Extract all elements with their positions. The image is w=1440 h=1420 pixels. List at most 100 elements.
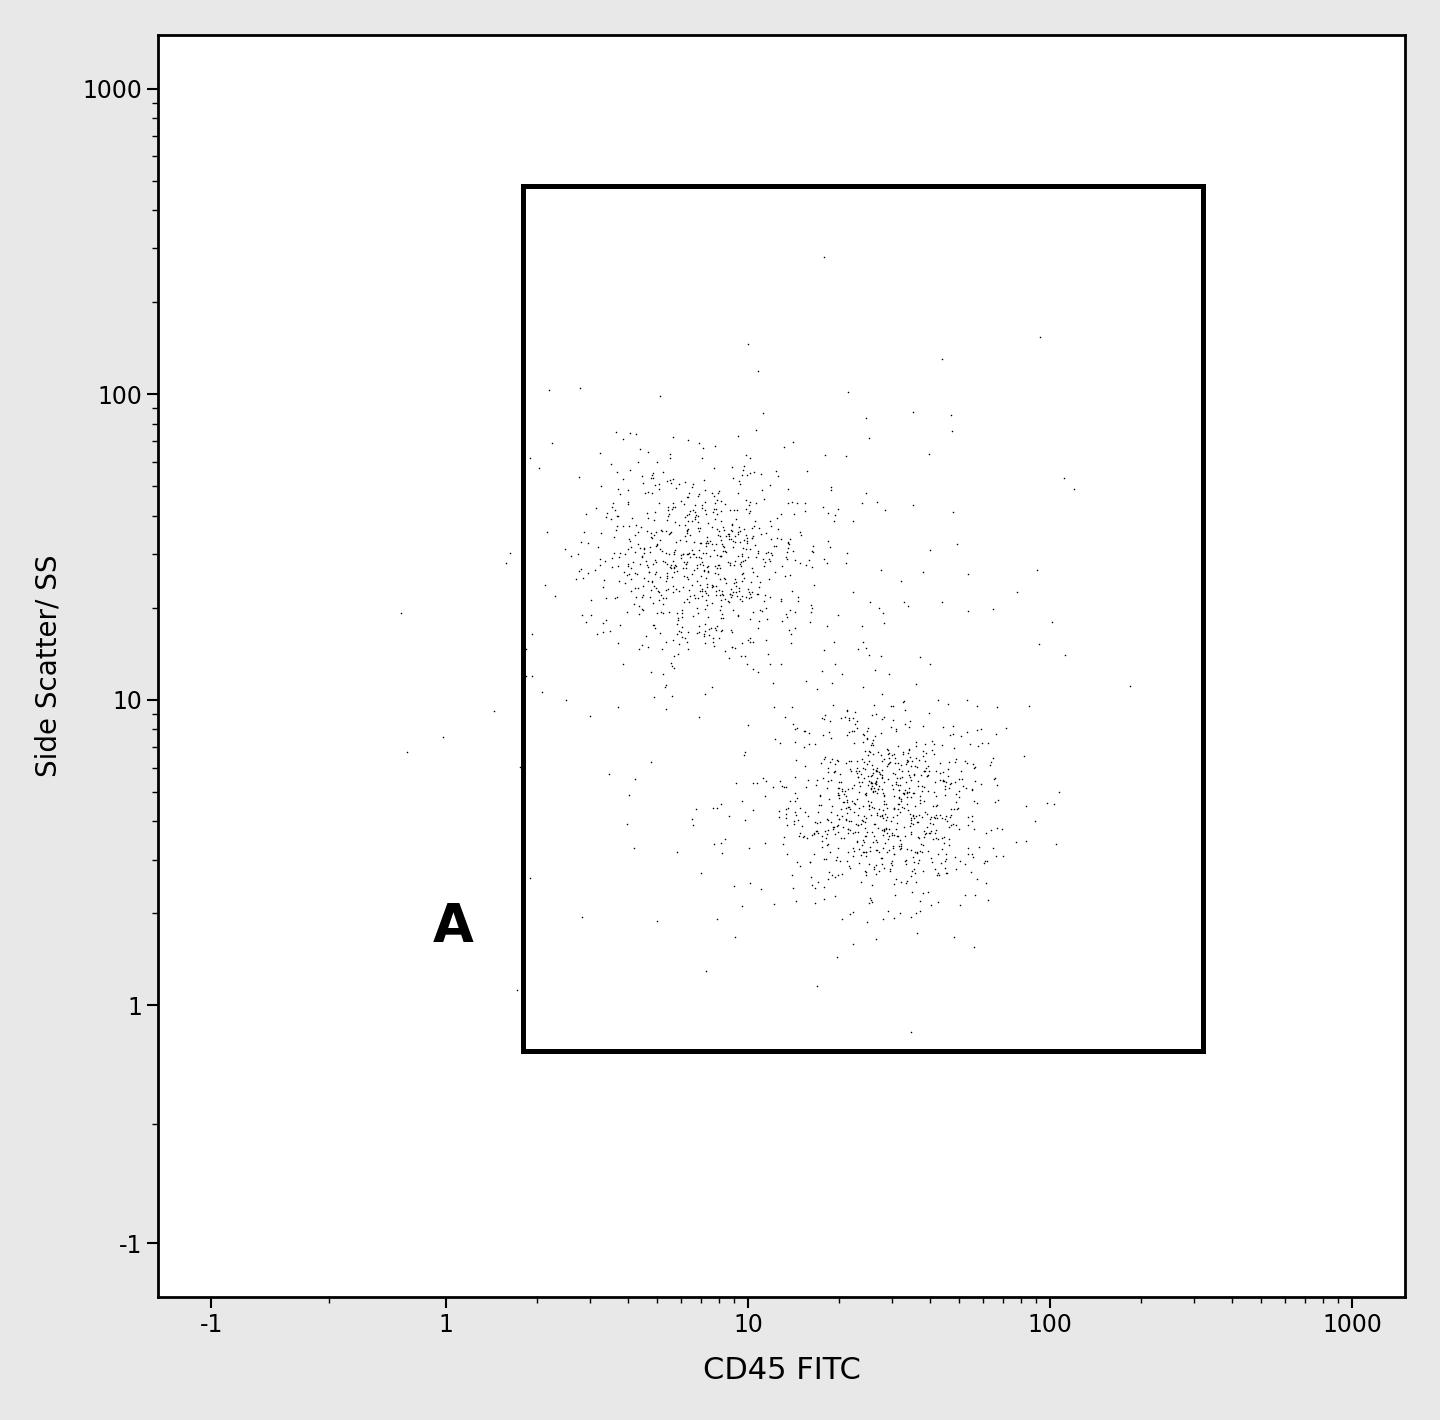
Point — [753, 551, 776, 574]
Point — [842, 720, 865, 743]
Point — [854, 825, 877, 848]
Point — [723, 554, 746, 577]
Point — [625, 514, 648, 537]
Point — [785, 750, 808, 772]
Point — [837, 855, 860, 878]
Point — [861, 728, 884, 751]
Point — [744, 491, 768, 514]
Point — [598, 763, 621, 785]
Point — [670, 606, 693, 629]
Point — [897, 764, 920, 787]
Point — [920, 851, 943, 873]
Point — [851, 795, 874, 818]
Point — [596, 501, 619, 524]
Point — [744, 534, 768, 557]
Point — [860, 771, 883, 794]
Point — [884, 818, 907, 841]
Point — [975, 821, 998, 843]
Point — [730, 645, 753, 667]
Point — [734, 548, 757, 571]
Point — [603, 586, 626, 609]
Point — [696, 525, 719, 548]
Point — [652, 460, 675, 483]
Point — [837, 381, 860, 403]
Point — [554, 538, 577, 561]
Point — [730, 790, 753, 812]
Point — [697, 561, 720, 584]
Point — [841, 838, 864, 861]
Point — [713, 639, 736, 662]
Point — [639, 578, 662, 601]
Point — [891, 740, 914, 763]
Point — [899, 716, 922, 738]
Point — [831, 662, 854, 684]
Point — [605, 518, 628, 541]
Point — [603, 498, 626, 521]
Point — [664, 496, 687, 518]
Point — [776, 814, 799, 836]
Point — [924, 826, 948, 849]
Point — [955, 777, 978, 799]
Point — [924, 858, 948, 880]
Point — [819, 535, 842, 558]
Point — [868, 763, 891, 785]
Point — [665, 613, 688, 636]
Point — [871, 824, 894, 846]
Point — [1015, 795, 1038, 818]
Point — [719, 554, 742, 577]
Point — [877, 747, 900, 770]
Point — [1024, 809, 1047, 832]
Point — [747, 517, 770, 540]
Point — [616, 479, 639, 501]
Point — [677, 510, 700, 532]
Point — [690, 547, 713, 569]
Point — [922, 730, 945, 753]
Point — [688, 706, 711, 728]
Point — [870, 683, 893, 706]
Point — [884, 763, 907, 785]
Point — [840, 720, 863, 743]
Point — [930, 838, 953, 861]
Point — [802, 574, 825, 596]
Point — [845, 760, 868, 782]
Point — [783, 601, 806, 623]
Point — [838, 706, 861, 728]
Point — [720, 518, 743, 541]
Point — [927, 863, 950, 886]
Point — [835, 807, 858, 829]
Point — [598, 619, 621, 642]
Point — [901, 493, 924, 515]
Point — [726, 585, 749, 608]
Point — [703, 618, 726, 640]
Point — [642, 613, 665, 636]
Point — [631, 464, 654, 487]
Point — [884, 868, 907, 890]
Point — [937, 751, 960, 774]
Point — [674, 530, 697, 552]
Point — [887, 778, 910, 801]
Point — [641, 571, 664, 594]
Point — [530, 680, 553, 703]
Point — [958, 599, 981, 622]
Point — [641, 481, 664, 504]
Point — [739, 608, 762, 630]
Point — [776, 797, 799, 819]
Point — [616, 601, 639, 623]
Point — [852, 782, 876, 805]
Point — [749, 523, 772, 545]
Point — [893, 591, 916, 613]
Point — [860, 777, 883, 799]
Point — [864, 780, 887, 802]
Point — [857, 764, 880, 787]
Point — [706, 503, 729, 525]
Point — [874, 498, 897, 521]
Point — [721, 498, 744, 521]
Point — [606, 555, 629, 578]
Point — [747, 541, 770, 564]
Point — [727, 470, 750, 493]
Point — [912, 561, 935, 584]
Point — [860, 790, 883, 812]
Point — [799, 594, 822, 616]
Point — [704, 497, 727, 520]
Point — [592, 621, 615, 643]
